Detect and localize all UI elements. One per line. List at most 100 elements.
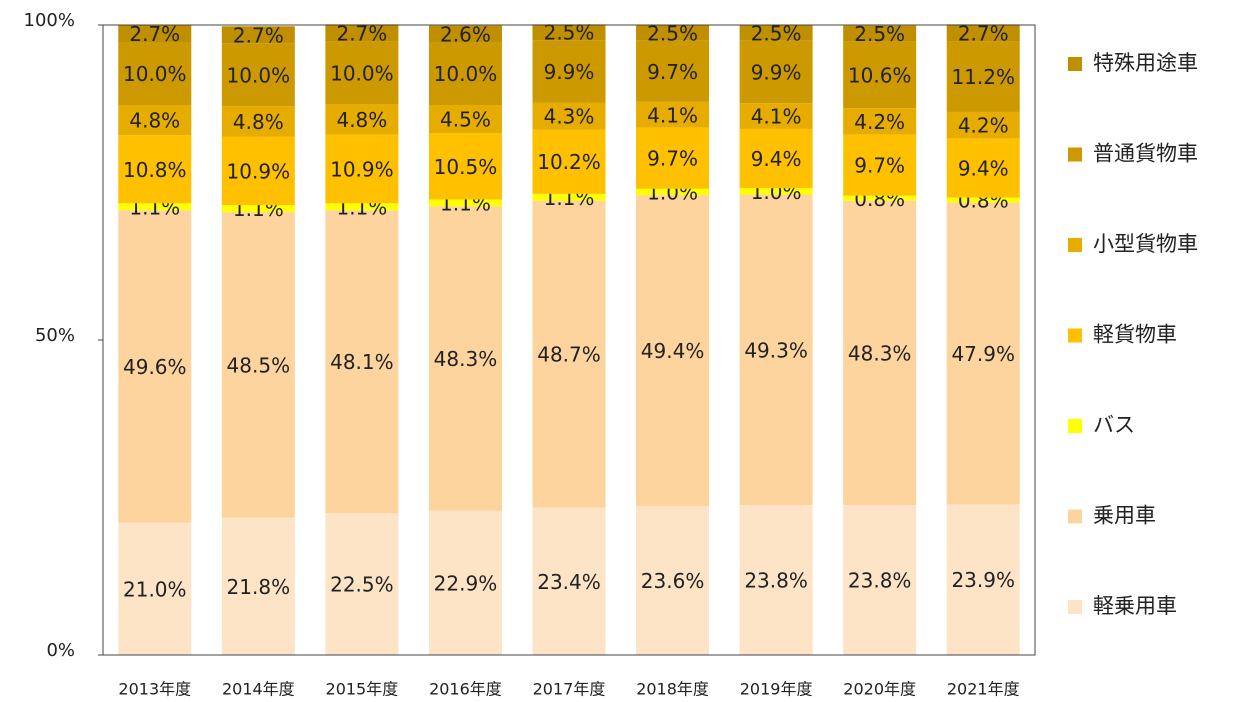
bar-segment — [946, 138, 1020, 198]
x-tick-label: 2021年度 — [947, 680, 1020, 699]
bar-segment — [325, 134, 399, 204]
bar-segment — [739, 40, 813, 104]
data-label: 10.0% — [330, 61, 394, 85]
data-label: 2.5% — [544, 21, 595, 45]
y-tick-label: 50% — [35, 325, 75, 346]
bar-segment — [843, 505, 917, 655]
bar-segment — [843, 134, 917, 196]
bar-segment — [428, 510, 502, 655]
bar-segment — [843, 41, 917, 109]
bar-segment — [221, 106, 295, 137]
bar-segment — [636, 40, 710, 102]
data-label: 23.8% — [744, 569, 808, 593]
bar-segment — [118, 210, 192, 523]
data-label: 10.5% — [434, 155, 498, 179]
bar-segment — [118, 105, 192, 136]
data-label: 9.7% — [854, 154, 905, 178]
data-label: 10.8% — [123, 158, 187, 182]
bar-segment — [946, 504, 1020, 655]
data-label: 21.0% — [123, 577, 187, 601]
data-label: 10.0% — [434, 62, 498, 86]
data-label: 2.5% — [854, 22, 905, 46]
bar-segment — [325, 203, 399, 211]
data-label: 22.5% — [330, 573, 394, 597]
data-label: 9.7% — [647, 147, 698, 171]
data-label: 4.5% — [440, 108, 491, 132]
x-tick-label: 2020年度 — [843, 680, 916, 699]
bar-segment — [428, 105, 502, 134]
y-tick-label: 100% — [24, 10, 75, 31]
bar-segment — [636, 195, 710, 507]
bar-segment — [428, 42, 502, 106]
legend-swatch — [1068, 238, 1082, 252]
bar-segment — [221, 43, 295, 107]
bar-segment — [118, 42, 192, 106]
bar-segment — [636, 101, 710, 128]
bar-segment — [118, 203, 192, 211]
bar-segment — [739, 188, 813, 195]
bar-segment — [221, 517, 295, 655]
data-label: 48.3% — [434, 347, 498, 371]
data-label: 2.6% — [440, 22, 491, 46]
bar-segment — [739, 194, 813, 506]
data-label: 4.8% — [233, 110, 284, 134]
data-label: 2.7% — [129, 22, 180, 46]
bar-segment — [118, 135, 192, 204]
data-label: 23.9% — [951, 568, 1015, 592]
legend-swatch — [1068, 509, 1082, 524]
data-label: 48.1% — [330, 350, 394, 374]
data-label: 11.2% — [951, 65, 1015, 89]
bar-segment — [532, 40, 606, 103]
bar-segment — [325, 104, 399, 135]
bar-segment — [739, 103, 813, 129]
y-tick-label: 0% — [46, 640, 75, 661]
bar-segment — [428, 25, 502, 43]
data-label: 10.9% — [330, 157, 394, 181]
bar-segment — [946, 24, 1020, 42]
data-label: 49.4% — [641, 339, 705, 363]
data-label: 2.7% — [233, 23, 284, 47]
legend-label: バス — [1093, 413, 1135, 437]
bar-segment — [946, 111, 1020, 139]
bar-segment — [428, 133, 502, 200]
x-tick-label: 2019年度 — [740, 680, 813, 699]
legend-label: 小型貨物車 — [1093, 232, 1198, 256]
legend-label: 乗用車 — [1093, 504, 1156, 528]
bar-segment — [946, 197, 1020, 203]
bar-segment — [532, 102, 606, 130]
data-label: 47.9% — [951, 342, 1015, 366]
bar-segment — [532, 507, 606, 655]
data-label: 9.4% — [751, 147, 802, 171]
bar-segment — [221, 136, 295, 206]
x-tick-label: 2015年度 — [326, 680, 399, 699]
bar-segment — [325, 24, 399, 42]
legend-swatch — [1068, 57, 1082, 71]
data-label: 4.1% — [647, 103, 698, 127]
bar-segment — [946, 202, 1020, 505]
bar-segment — [843, 25, 917, 42]
bar-segment — [739, 25, 813, 41]
data-label: 4.1% — [751, 105, 802, 129]
bar-segment — [118, 522, 192, 655]
data-label: 49.6% — [123, 355, 187, 379]
data-label: 21.8% — [227, 575, 291, 599]
legend-swatch — [1068, 147, 1082, 162]
x-tick-label: 2014年度 — [222, 680, 295, 699]
plot-border — [102, 24, 1036, 656]
bar-segment — [843, 108, 917, 135]
bar-segment — [221, 212, 295, 518]
legend-label: 軽乗用車 — [1093, 594, 1177, 618]
data-label: 10.2% — [537, 150, 601, 174]
bar-segment — [532, 129, 606, 194]
legend-label: 普通貨物車 — [1093, 142, 1198, 166]
legend-swatch — [1068, 419, 1082, 433]
data-label: 9.7% — [647, 60, 698, 84]
data-label: 23.4% — [537, 570, 601, 594]
data-label: 23.6% — [641, 569, 705, 593]
data-label: 48.7% — [537, 343, 601, 367]
data-label: 9.4% — [958, 157, 1009, 181]
bar-segment — [221, 26, 295, 44]
bar-segment — [739, 505, 813, 655]
x-tick-label: 2017年度 — [533, 680, 606, 699]
